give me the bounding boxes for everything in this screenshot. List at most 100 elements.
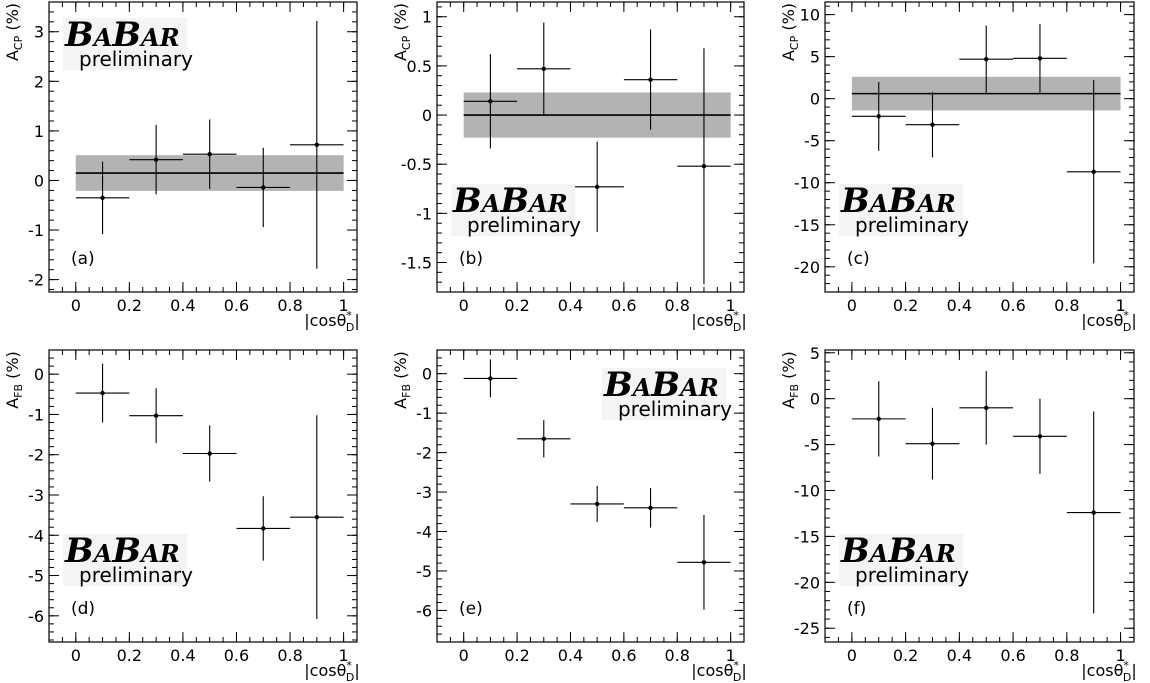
chart-panel: 0 0.2 0.4 0.6 0.8 1 -2 -1 0 1 2 3 (a) BABARpreliminar… [3,1,360,334]
point-marker [261,185,266,190]
point-marker [876,114,881,119]
y-tick-label: 0 [422,106,432,125]
plot-frame [824,1,1135,293]
x-axis-title: |cosθ* D| [1081,659,1136,683]
plot-frame [48,1,358,293]
point-marker [648,505,653,511]
logo-background [839,534,963,586]
y-tick-label: -25 [794,619,820,638]
logo-background [63,534,187,586]
x-tick-label: 1 [1115,296,1125,315]
x-axis-title: |cosθ* D| [304,309,359,334]
data-point [1066,411,1121,614]
data-point [1013,398,1067,474]
panel-tag: (f) [847,599,866,619]
point-marker [207,451,212,456]
x-tick-label: 0.8 [1054,296,1079,315]
y-tick-label: -1 [416,204,432,223]
point-marker [701,560,707,565]
data-point [290,415,344,620]
y-tick-label: 1 [422,8,432,27]
logo-preliminary: preliminary [79,47,193,71]
x-tick-label: 0.8 [1054,646,1079,665]
y-tick-label: -1 [28,405,44,424]
y-tick-label: -2 [416,444,432,463]
y-tick-label: -15 [794,216,820,235]
y-axis-title: ACP (%) [391,3,413,61]
x-tick-label: 0.6 [224,646,249,665]
x-tick-label: 0 [847,296,857,315]
x-tick-label: 0.4 [170,296,195,315]
panel-tag: (c) [847,249,870,269]
point-marker [930,441,935,446]
x-tick-label: 0.2 [893,646,918,665]
y-tick-label: -20 [794,258,820,277]
y-tick-label: 1 [34,122,44,141]
x-tick-label: 0.2 [893,296,918,315]
x-axis-title: |cosθ* D| [304,659,359,683]
panel-tag: (a) [71,249,95,269]
panel-tag: (e) [459,599,483,619]
y-tick-label: 0 [810,390,820,409]
point-marker [984,56,989,62]
y-tick-label: -4 [416,523,432,542]
panel-tag: (d) [71,599,95,619]
point-marker [1091,510,1096,515]
x-tick-label: 0.2 [504,646,529,665]
x-tick-label: 0.4 [947,646,972,665]
y-tick-label: 0 [34,365,44,384]
point-marker [1037,434,1043,439]
data-point [75,161,130,234]
y-tick-label: -10 [794,174,820,193]
y-tick-label: -4 [28,526,44,545]
x-tick-label: 0.6 [611,296,636,315]
data-point [959,371,1014,445]
data-point [129,124,183,195]
y-tick-label: -10 [794,481,820,500]
point-marker [207,151,212,157]
plot-frame [48,349,358,643]
data-point [1066,80,1121,264]
data-point [236,496,291,561]
point-marker [100,195,105,201]
data-point [623,29,678,130]
x-tick-label: 1 [339,296,349,315]
data-point [905,407,960,480]
logo-background [602,368,726,420]
plot-frame [436,349,745,643]
x-tick-label: 0.4 [170,646,195,665]
data-point [1013,23,1067,93]
data-point [851,81,906,151]
x-tick-label: 0.6 [1000,296,1025,315]
point-marker [541,436,546,441]
logo-name: BABAR [840,181,956,221]
data-point [570,485,624,523]
x-tick-label: 0 [71,296,81,315]
y-tick-label: 10 [800,6,820,25]
logo-name: BABAR [64,531,180,571]
data-point [959,25,1014,93]
x-tick-label: 0.8 [277,296,302,315]
data-point [463,54,518,149]
chart-panel: 0 0.2 0.4 0.6 0.8 1 -1.5 -1 -0.5 0 0.5 1 (b) BABARpre… [391,1,747,334]
logo-preliminary: preliminary [618,397,732,421]
data-point [517,22,571,116]
x-tick-label: 0.8 [665,296,690,315]
point-marker [488,99,493,104]
data-point [623,488,678,528]
y-tick-label: -15 [794,527,820,546]
x-tick-label: 0.4 [558,646,583,665]
y-axis-title: AFB (%) [3,351,25,409]
data-point [129,388,183,444]
data-point [677,514,731,610]
x-tick-label: 0.4 [947,296,972,315]
y-axis-title: AFB (%) [779,351,801,409]
data-point [463,359,518,398]
y-tick-label: -6 [416,601,432,620]
point-marker [594,501,600,507]
logo-name: BABAR [452,181,568,221]
